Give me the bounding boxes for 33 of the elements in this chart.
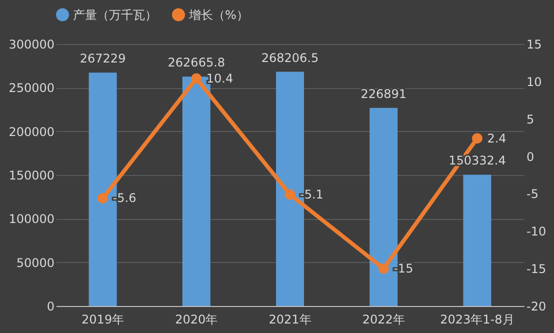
data-label: 226891 [360, 86, 407, 101]
y2-tick-label: -20 [526, 300, 546, 314]
y2-tick-label: 0 [526, 150, 534, 164]
y-tick-label: 300000 [8, 38, 54, 52]
y-tick-label: 100000 [8, 212, 54, 226]
x-tick-label: 2023年1-8月 [440, 312, 514, 326]
y-tick-label: 250000 [8, 81, 54, 96]
data-label: 268206.5 [261, 50, 319, 65]
x-tick-label: 2022年 [362, 312, 405, 326]
y2-tick-label: -10 [526, 224, 546, 239]
legend-label: 增长（%） [188, 8, 248, 22]
point [98, 192, 108, 204]
y2-tick-label: 10 [526, 74, 542, 89]
point [378, 263, 389, 274]
x-tick-label: 2021年 [268, 312, 312, 326]
y2-tick-label: 15 [526, 38, 542, 52]
data-label: 262665.8 [168, 56, 226, 70]
legend-label: 产量（万千瓦） [73, 8, 157, 22]
point [191, 73, 202, 84]
data-label: 2.4 [487, 131, 506, 146]
y2-tick-label: 5 [526, 112, 534, 126]
y-tick-label: 200000 [8, 124, 54, 139]
x-tick-label: 2019年 [82, 312, 124, 326]
y-tick-label: 50000 [16, 256, 54, 270]
y2-tick-label: -15 [526, 262, 546, 276]
bar [463, 174, 492, 306]
y-tick-label: 150000 [8, 168, 54, 182]
data-label: 267229 [80, 52, 126, 66]
y2-tick-label: -5 [526, 187, 538, 202]
point [284, 189, 296, 200]
point [472, 133, 482, 144]
x-tick-label: 2020年 [175, 312, 218, 326]
y-tick-label: 0 [46, 300, 54, 314]
